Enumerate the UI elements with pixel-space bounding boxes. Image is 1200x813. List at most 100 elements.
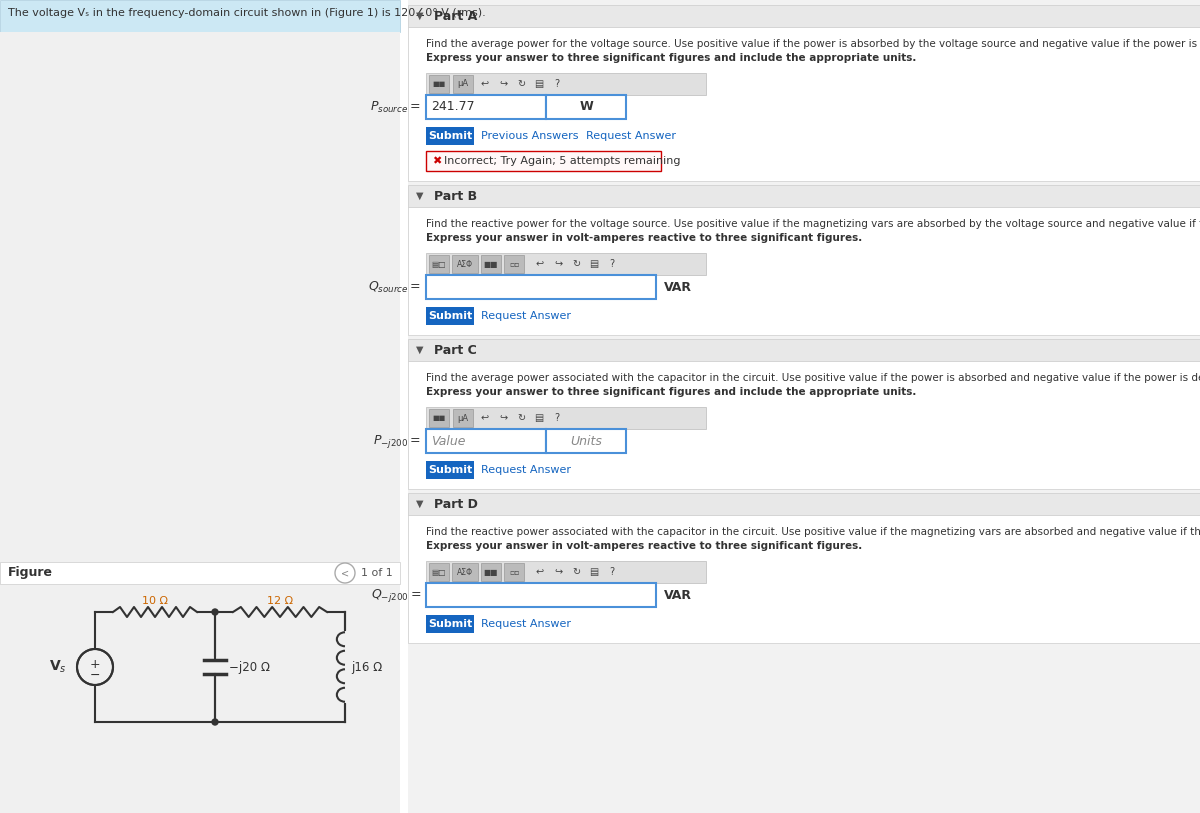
Bar (454, 75, 473, 93)
Text: Express your answer to three significant figures and include the appropriate uni: Express your answer to three significant… (426, 53, 917, 63)
Text: Value: Value (431, 434, 466, 447)
Circle shape (212, 609, 218, 615)
Text: 10 Ω: 10 Ω (142, 596, 168, 606)
Bar (113, 605, 197, 619)
Bar (0, 562, 400, 584)
Bar (426, 615, 474, 633)
Text: ▤□: ▤□ (432, 259, 446, 268)
Text: Find the reactive power for the voltage source. Use positive value if the magnet: Find the reactive power for the voltage … (426, 219, 1200, 229)
Bar (426, 253, 706, 275)
Text: ▼: ▼ (416, 499, 424, 509)
Bar (426, 407, 706, 429)
Bar (426, 127, 474, 145)
Text: ?: ? (610, 259, 614, 269)
Text: $\mathbf{V}_s$: $\mathbf{V}_s$ (49, 659, 67, 676)
Bar (454, 409, 473, 427)
Text: Request Answer: Request Answer (481, 311, 571, 321)
Text: 1 of 1: 1 of 1 (361, 568, 392, 578)
Bar (546, 429, 626, 453)
Text: W: W (580, 101, 593, 114)
Text: ↩: ↩ (481, 79, 490, 89)
Bar (408, 0, 1200, 813)
Text: ↻: ↻ (517, 413, 526, 423)
Bar (408, 207, 1200, 335)
Text: −j20 Ω: −j20 Ω (229, 660, 270, 673)
Text: ■■: ■■ (432, 81, 445, 87)
Text: Request Answer: Request Answer (481, 465, 571, 475)
Bar (408, 339, 1200, 361)
Text: ↩: ↩ (536, 259, 544, 269)
Bar (233, 605, 326, 619)
Text: Submit: Submit (428, 465, 472, 475)
Text: μA: μA (457, 80, 468, 89)
Text: Find the reactive power associated with the capacitor in the circuit. Use positi: Find the reactive power associated with … (426, 527, 1200, 537)
Text: ■■: ■■ (432, 415, 445, 421)
Text: ?: ? (554, 413, 559, 423)
Text: ■■: ■■ (484, 259, 498, 268)
Text: ↩: ↩ (536, 567, 544, 577)
Text: Request Answer: Request Answer (481, 619, 571, 629)
Text: ▫▫: ▫▫ (509, 567, 520, 576)
Bar (481, 255, 502, 273)
Bar (426, 73, 706, 95)
Bar (430, 563, 449, 581)
Text: ▤: ▤ (534, 79, 544, 89)
Text: +: + (90, 658, 101, 671)
Bar (426, 583, 656, 607)
Bar (430, 75, 449, 93)
Text: Submit: Submit (428, 311, 472, 321)
Text: Part C: Part C (434, 344, 476, 356)
Bar (408, 493, 1200, 515)
Text: Submit: Submit (428, 619, 472, 629)
Text: ↻: ↻ (572, 259, 580, 269)
Text: Units: Units (570, 434, 602, 447)
Text: VAR: VAR (664, 280, 692, 293)
Bar (426, 429, 546, 453)
Text: Incorrect; Try Again; 5 attempts remaining: Incorrect; Try Again; 5 attempts remaini… (444, 156, 680, 166)
Bar (504, 563, 524, 581)
Bar (426, 307, 474, 325)
Text: 12 Ω: 12 Ω (266, 596, 293, 606)
Text: $P_{-j200} =$: $P_{-j200} =$ (373, 433, 421, 450)
Bar (452, 255, 478, 273)
Text: ▤□: ▤□ (432, 567, 446, 576)
Bar (504, 255, 524, 273)
Text: VAR: VAR (664, 589, 692, 602)
Text: $Q_{-j200} =$: $Q_{-j200} =$ (371, 586, 421, 603)
Text: ↻: ↻ (517, 79, 526, 89)
Bar (0, 0, 400, 32)
Text: Previous Answers: Previous Answers (481, 131, 578, 141)
Text: ▼: ▼ (416, 11, 424, 21)
Text: Figure: Figure (8, 566, 53, 579)
Bar (426, 151, 661, 171)
Text: ↩: ↩ (481, 413, 490, 423)
Bar (426, 561, 706, 583)
Text: Submit: Submit (428, 131, 472, 141)
Text: Express your answer in volt-amperes reactive to three significant figures.: Express your answer in volt-amperes reac… (426, 541, 863, 551)
Text: ↪: ↪ (554, 259, 562, 269)
Text: Express your answer in volt-amperes reactive to three significant figures.: Express your answer in volt-amperes reac… (426, 233, 863, 243)
Bar (426, 95, 546, 119)
Text: 241.77: 241.77 (431, 101, 475, 114)
Bar (408, 27, 1200, 181)
Text: Part D: Part D (434, 498, 478, 511)
Circle shape (212, 719, 218, 725)
Text: Express your answer to three significant figures and include the appropriate uni: Express your answer to three significant… (426, 387, 917, 397)
Text: Part A: Part A (434, 10, 478, 23)
Bar (408, 361, 1200, 489)
Text: ▤: ▤ (589, 567, 599, 577)
Text: ↪: ↪ (499, 413, 508, 423)
Text: ▫▫: ▫▫ (509, 259, 520, 268)
Bar (426, 461, 474, 479)
Bar (426, 275, 656, 299)
Text: <: < (341, 568, 349, 578)
Bar (481, 563, 502, 581)
Bar (452, 563, 478, 581)
Text: ?: ? (610, 567, 614, 577)
Text: Part B: Part B (434, 189, 478, 202)
Bar (408, 515, 1200, 643)
Text: The voltage Vₛ in the frequency-domain circuit shown in (Figure 1) is 120∠0° V (: The voltage Vₛ in the frequency-domain c… (8, 8, 486, 18)
Text: Request Answer: Request Answer (586, 131, 676, 141)
Bar (546, 95, 626, 119)
Text: ΑΣΦ: ΑΣΦ (457, 567, 473, 576)
